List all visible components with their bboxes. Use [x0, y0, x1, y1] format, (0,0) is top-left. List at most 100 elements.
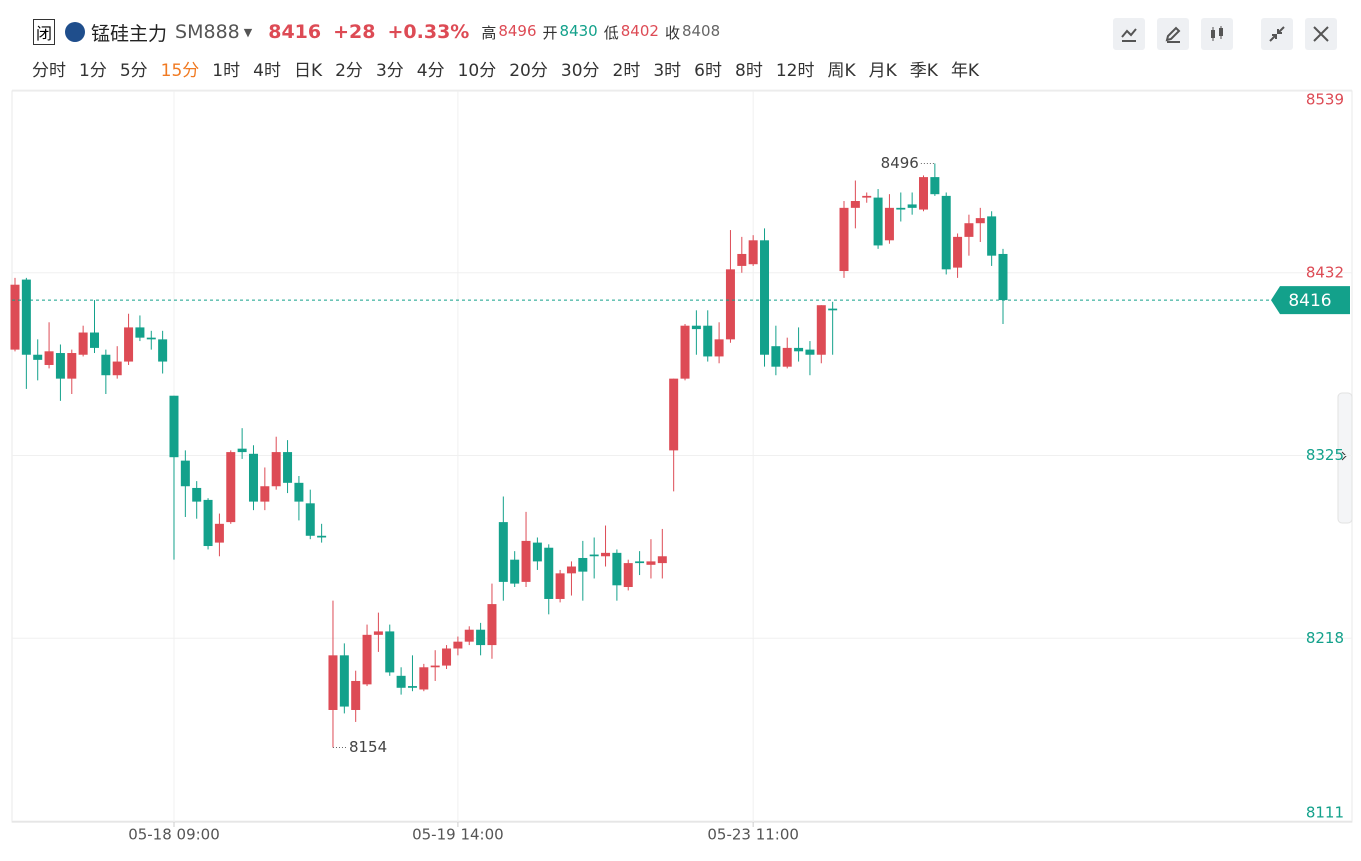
candle-body: [987, 216, 997, 256]
candle-body: [623, 563, 633, 588]
candle-body: [464, 629, 474, 642]
candle-body: [953, 236, 963, 268]
candle-body: [805, 349, 815, 355]
candle-body: [510, 559, 520, 584]
candle-body: [124, 327, 134, 362]
candle-body: [419, 667, 429, 690]
period[interactable]: 4时: [253, 61, 281, 81]
candle-body: [317, 535, 327, 538]
logo: [65, 22, 86, 42]
period[interactable]: 1分: [79, 61, 107, 81]
percent: +0.33%: [387, 21, 470, 43]
period[interactable]: 15分: [160, 61, 200, 81]
candle-body: [532, 542, 542, 562]
change: +28: [333, 21, 376, 43]
candle-body: [657, 556, 667, 564]
candle-body: [782, 347, 792, 367]
candle-body: [498, 522, 508, 582]
stat-label: 收: [664, 23, 680, 42]
stat-label: 开: [542, 23, 558, 42]
caret[interactable]: ▼: [243, 25, 253, 39]
period[interactable]: 年K: [950, 61, 980, 81]
candle-body: [101, 354, 111, 376]
period[interactable]: 30分: [560, 61, 600, 81]
periods: 分时 1分 5分 15分 1时 4时 日K 2分 3分 4分 10分 20分 30分 2时 3时 6时 8时 12…: [32, 56, 992, 81]
period[interactable]: 20分: [509, 61, 548, 81]
x-tick-label: 05-18 09:00: [128, 826, 220, 844]
period[interactable]: 12时: [775, 61, 815, 81]
period[interactable]: 1时: [212, 61, 241, 81]
last-price-label: 8416: [1288, 291, 1331, 311]
candle-body: [305, 503, 315, 536]
candle-body: [67, 353, 77, 379]
plot-frame: [11, 90, 1353, 823]
period[interactable]: 月K: [868, 61, 897, 81]
period[interactable]: 6时: [694, 61, 722, 81]
code[interactable]: SM888: [175, 21, 240, 43]
stat-value: 8402: [620, 21, 659, 40]
candle-body: [646, 561, 656, 565]
close-btn[interactable]: [1305, 18, 1337, 50]
candle-body: [839, 207, 849, 272]
candle-body: [453, 641, 463, 649]
candle-body: [146, 337, 156, 340]
indicator-btn[interactable]: [1113, 18, 1145, 50]
candle-body: [907, 204, 917, 208]
candle-body: [589, 554, 599, 557]
candle-body: [544, 547, 554, 599]
candle-body: [112, 361, 122, 376]
y-tick-label: 8539: [1306, 91, 1344, 109]
scroll-handle[interactable]: [1337, 392, 1353, 524]
period[interactable]: 周K: [827, 61, 856, 81]
period[interactable]: 2分: [335, 61, 363, 81]
period[interactable]: 4分: [416, 61, 445, 81]
candle-body: [680, 325, 690, 379]
candle-body: [884, 207, 894, 241]
candle-body: [21, 279, 31, 355]
shrink-btn[interactable]: [1261, 18, 1293, 50]
candle-body: [362, 634, 372, 685]
stat-label: 低: [603, 23, 619, 42]
candle-body: [601, 552, 611, 557]
candle-body: [385, 631, 395, 673]
candle-body: [89, 332, 99, 348]
period[interactable]: 3时: [653, 61, 682, 81]
candle-body: [703, 325, 713, 357]
candle-body: [33, 354, 43, 360]
candle-body: [760, 240, 770, 355]
period[interactable]: 日K: [293, 61, 323, 81]
candle-body: [328, 655, 338, 710]
candle-body: [748, 240, 758, 265]
period[interactable]: 5分: [119, 61, 148, 81]
candle-body: [396, 675, 406, 688]
candle-body: [203, 499, 213, 547]
status: 闭: [33, 19, 56, 45]
candle-body: [487, 604, 497, 646]
period[interactable]: 2时: [612, 61, 641, 81]
candle-body: [873, 197, 883, 246]
draw-btn[interactable]: [1157, 18, 1189, 50]
candle-btn[interactable]: [1201, 18, 1233, 50]
candle-body: [521, 540, 531, 582]
price: 8416: [268, 21, 322, 43]
candle-body: [339, 655, 349, 707]
period[interactable]: 季K: [909, 61, 938, 81]
toolbar: [1101, 18, 1337, 50]
candle-body: [260, 486, 270, 502]
candle-body: [725, 269, 735, 340]
min-label: 8154: [349, 738, 387, 756]
candle-body: [169, 395, 179, 458]
header: 闭 锰硅主力 SM888 ▼ 8416 +28 +0.33% 高 8496 开 843…: [33, 18, 726, 46]
candle-body: [10, 284, 20, 350]
period[interactable]: 分时: [32, 61, 66, 81]
max-label: 8496: [881, 154, 919, 172]
candle-body: [226, 452, 236, 523]
period[interactable]: 8时: [735, 61, 763, 81]
period[interactable]: 3分: [375, 61, 404, 81]
y-tick-label: 8218: [1306, 629, 1344, 647]
candle-body: [998, 253, 1008, 301]
period[interactable]: 10分: [457, 61, 497, 81]
candle-body: [828, 308, 838, 311]
